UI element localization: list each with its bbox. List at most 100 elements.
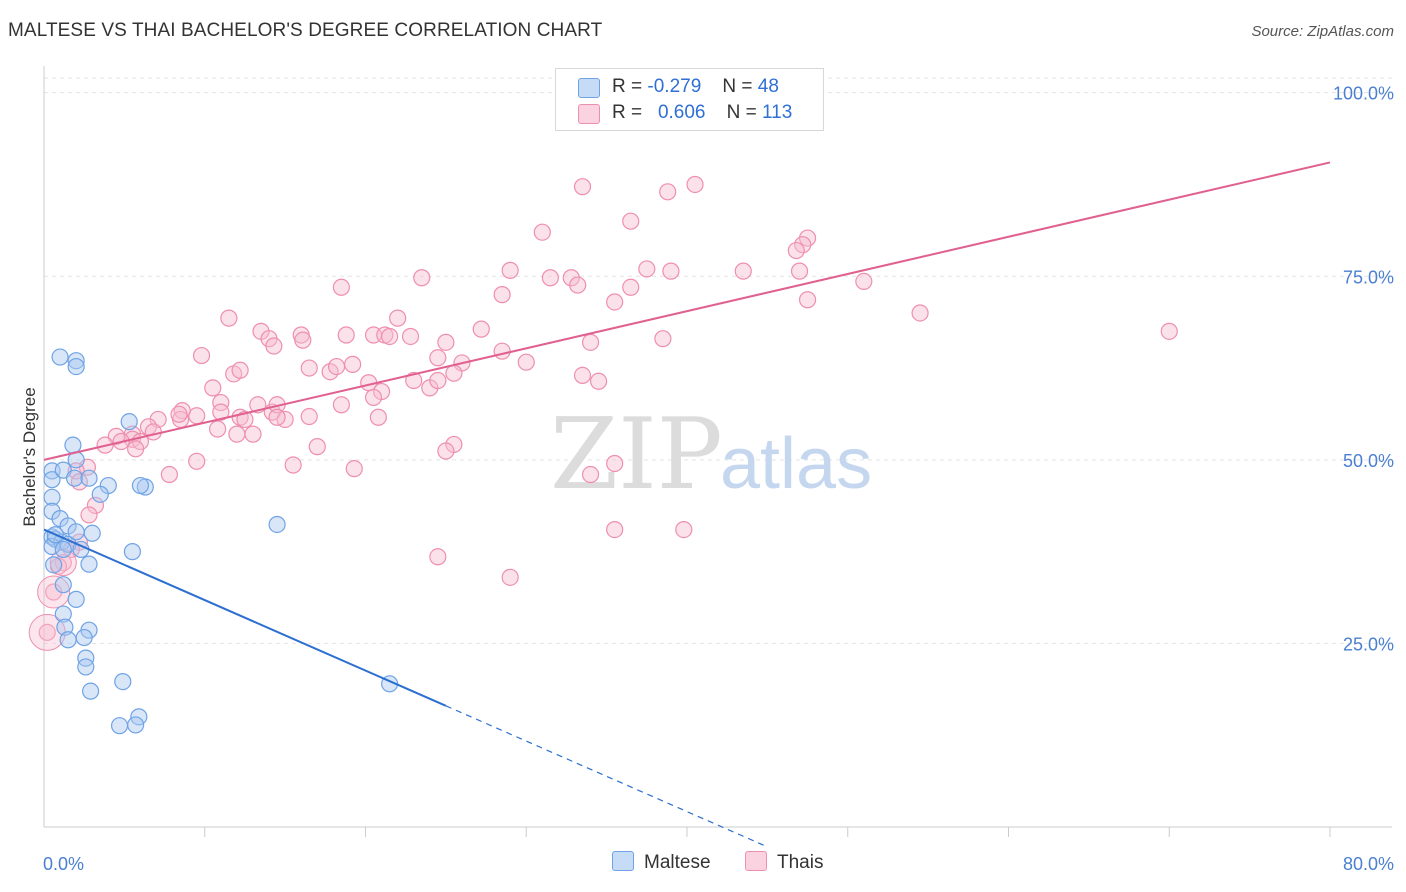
y-tick-label: 75.0% — [1343, 267, 1394, 287]
x-tick-label-min: 0.0% — [43, 854, 84, 874]
thais-point — [437, 442, 455, 460]
chart-title: MALTESE VS THAI BACHELOR'S DEGREE CORREL… — [8, 20, 603, 41]
correlation-legend: R = -0.279 N = 48 R = 0.606 N = 113 — [555, 68, 824, 131]
thais-point — [212, 393, 230, 412]
maltese-point — [82, 682, 100, 700]
thais-point — [332, 396, 350, 414]
r-value: 0.606 — [657, 102, 706, 123]
thais-point — [268, 408, 286, 426]
thais-point — [445, 364, 463, 382]
maltese-point — [268, 515, 286, 534]
thais-point-cluster — [37, 575, 71, 609]
thais-point — [220, 309, 238, 327]
trend-lines — [43, 161, 1331, 848]
thais-point — [429, 371, 447, 390]
legend-swatch-thais-bottom — [745, 851, 767, 871]
thais-point — [798, 291, 817, 309]
thais-point — [734, 262, 752, 280]
y-tick-label: 100.0% — [1333, 84, 1394, 104]
maltese-trend-line — [43, 528, 447, 707]
thais-point — [38, 623, 56, 642]
thais-point — [589, 372, 608, 390]
legend-text-maltese: R = -0.279 N = 48 — [612, 76, 779, 98]
legend-swatch-maltese-bottom — [612, 851, 634, 871]
maltese-point — [54, 540, 72, 559]
maltese-point — [120, 413, 138, 431]
maltese-point — [43, 471, 61, 489]
thais-point — [265, 337, 283, 355]
maltese-point — [67, 352, 85, 370]
r-label: R = — [612, 76, 643, 97]
maltese-point — [131, 476, 150, 495]
thais-point — [654, 330, 672, 348]
thais-point — [659, 183, 677, 201]
y-tick-label: 25.0% — [1343, 634, 1394, 654]
n-value: 48 — [757, 76, 779, 97]
thais-point — [204, 379, 222, 397]
thais-point — [188, 407, 206, 425]
thais-point — [501, 261, 519, 279]
thais-point — [209, 420, 227, 438]
thais-point — [300, 359, 318, 377]
r-value: -0.279 — [647, 76, 702, 97]
maltese-point — [77, 658, 95, 676]
thais-point — [405, 371, 423, 390]
maltese-point — [59, 631, 77, 649]
maltese-point — [75, 628, 93, 647]
thais-point — [337, 326, 355, 344]
x-tick-label-max: 80.0% — [1343, 854, 1394, 874]
thais-point — [308, 438, 326, 456]
maltese-point — [67, 357, 85, 376]
thais-point — [127, 440, 145, 458]
bottom-legend-maltese: Maltese — [612, 851, 711, 874]
maltese-point — [67, 590, 85, 608]
grid-lines — [44, 77, 1392, 644]
thais-point — [86, 496, 105, 514]
bottom-legend-thais: Thais — [745, 851, 823, 874]
thais-point — [300, 407, 318, 426]
thais-point — [569, 276, 587, 294]
maltese-point — [77, 649, 95, 667]
thais-point — [107, 427, 125, 445]
thais-point — [1160, 322, 1178, 340]
thais-point — [401, 327, 420, 346]
thais-point — [622, 278, 640, 296]
maltese-point — [91, 485, 109, 503]
thais-point — [622, 212, 640, 230]
maltese-point — [67, 523, 85, 541]
thais-point — [541, 269, 559, 287]
maltese-point — [65, 469, 84, 487]
thais-point — [794, 236, 812, 254]
thais-point — [606, 454, 624, 473]
thais-point — [573, 366, 592, 384]
thais-point — [294, 331, 312, 349]
legend-text-thais: R = 0.606 N = 113 — [612, 102, 792, 124]
thais-point — [228, 425, 246, 443]
thais-point — [911, 304, 929, 322]
thais-point — [533, 223, 551, 241]
thais-point — [662, 262, 680, 280]
maltese-point — [80, 555, 98, 573]
legend-label-maltese: Maltese — [644, 852, 711, 873]
thais-point — [573, 178, 592, 196]
thais-trend-line — [43, 161, 1331, 461]
n-label: N = — [722, 76, 753, 97]
thais-point — [231, 361, 249, 379]
thais-point — [790, 262, 809, 280]
maltese-point — [123, 543, 142, 561]
maltese-point — [54, 605, 72, 623]
thais-point — [517, 353, 535, 371]
maltese-point — [64, 436, 82, 454]
thais-point — [284, 456, 302, 474]
thais-point — [581, 465, 600, 484]
thais-point — [236, 410, 254, 429]
maltese-point — [110, 717, 129, 735]
maltese-point — [51, 348, 69, 366]
thais-point — [437, 333, 455, 351]
thais-point — [244, 425, 262, 443]
thais-point — [389, 309, 407, 327]
thais-point — [80, 506, 98, 524]
thais-point — [364, 388, 383, 407]
maltese-point — [54, 576, 72, 594]
